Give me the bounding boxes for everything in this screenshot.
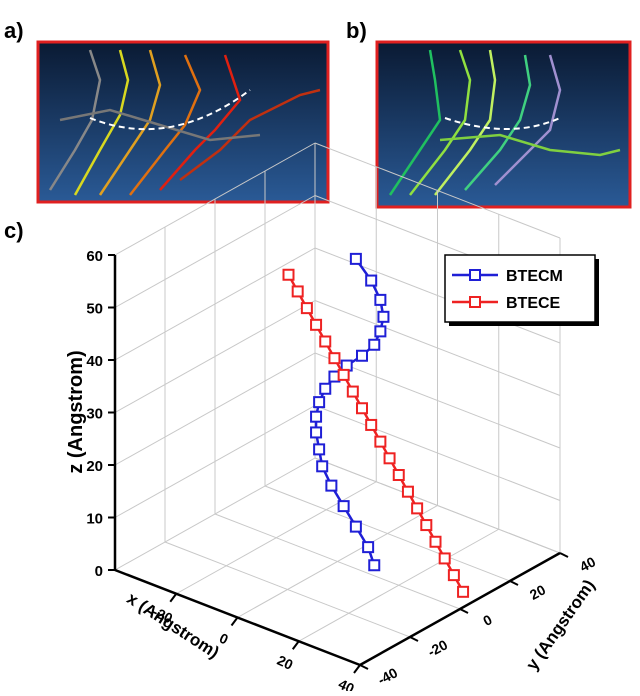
marker: [313, 443, 326, 456]
marker: [291, 285, 304, 298]
z-axis-title: z (Angstrom): [65, 350, 87, 473]
marker: [346, 385, 359, 398]
marker: [282, 268, 295, 281]
z-tick-label: 20: [86, 458, 103, 475]
x-tick-label: 20: [275, 652, 296, 673]
marker: [368, 559, 381, 572]
panel-label: a): [4, 18, 24, 43]
legend-label: BTECM: [506, 268, 563, 285]
marker: [365, 418, 378, 431]
grid-line: [176, 481, 377, 595]
tick: [509, 580, 519, 586]
tick: [291, 640, 300, 650]
marker: [374, 293, 387, 306]
marker: [337, 500, 350, 513]
marker: [325, 479, 338, 492]
marker: [383, 452, 396, 465]
y-tick-label: 20: [527, 581, 548, 603]
tick: [459, 608, 469, 614]
legend-marker: [469, 296, 481, 308]
panel-label: c): [4, 218, 24, 243]
panel-label: b): [346, 18, 367, 43]
z-tick-label: 30: [86, 406, 103, 423]
tick: [353, 664, 361, 674]
marker: [310, 318, 323, 331]
marker: [420, 519, 433, 532]
marker: [313, 396, 326, 409]
z-tick-label: 10: [86, 511, 103, 528]
marker: [365, 274, 378, 287]
marker: [374, 325, 387, 338]
tick: [359, 664, 369, 670]
marker: [401, 485, 414, 498]
z-tick-label: 50: [86, 301, 103, 318]
marker: [362, 541, 375, 554]
marker: [356, 349, 368, 362]
marker: [457, 585, 470, 598]
z-tick-label: 0: [95, 563, 103, 580]
y-tick-label: 0: [480, 611, 495, 629]
marker: [328, 352, 341, 365]
z-tick-label: 40: [86, 353, 103, 370]
marker: [377, 310, 390, 323]
tick: [409, 636, 419, 642]
grid-line: [298, 528, 499, 642]
y-tick-label: 40: [577, 553, 598, 575]
marker: [447, 569, 460, 582]
marker: [349, 252, 362, 265]
marker: [429, 535, 442, 548]
marker: [392, 469, 405, 481]
x-tick-label: 40: [336, 676, 357, 691]
y-tick-label: -20: [425, 636, 451, 660]
marker: [438, 552, 451, 565]
legend-label: BTECE: [506, 295, 561, 312]
tick: [230, 616, 239, 627]
y-tick-label: -40: [375, 664, 401, 688]
tick: [559, 552, 569, 558]
grid-line: [237, 505, 438, 618]
marker: [411, 502, 424, 515]
marker: [310, 410, 323, 423]
marker: [337, 368, 350, 381]
marker: [319, 335, 332, 348]
marker: [310, 426, 323, 439]
legend: [444, 254, 596, 323]
marker: [300, 302, 313, 315]
marker: [349, 520, 362, 533]
z-tick-label: 60: [86, 248, 103, 265]
legend-marker: [469, 269, 481, 281]
marker: [316, 460, 329, 473]
x-tick-label: -20: [150, 603, 175, 626]
marker: [356, 402, 368, 415]
marker: [368, 338, 381, 351]
tick: [169, 593, 178, 603]
marker: [319, 382, 332, 395]
marker: [374, 435, 387, 448]
molecule-image-a: [36, 40, 330, 204]
molecule-image-b: [375, 40, 632, 209]
